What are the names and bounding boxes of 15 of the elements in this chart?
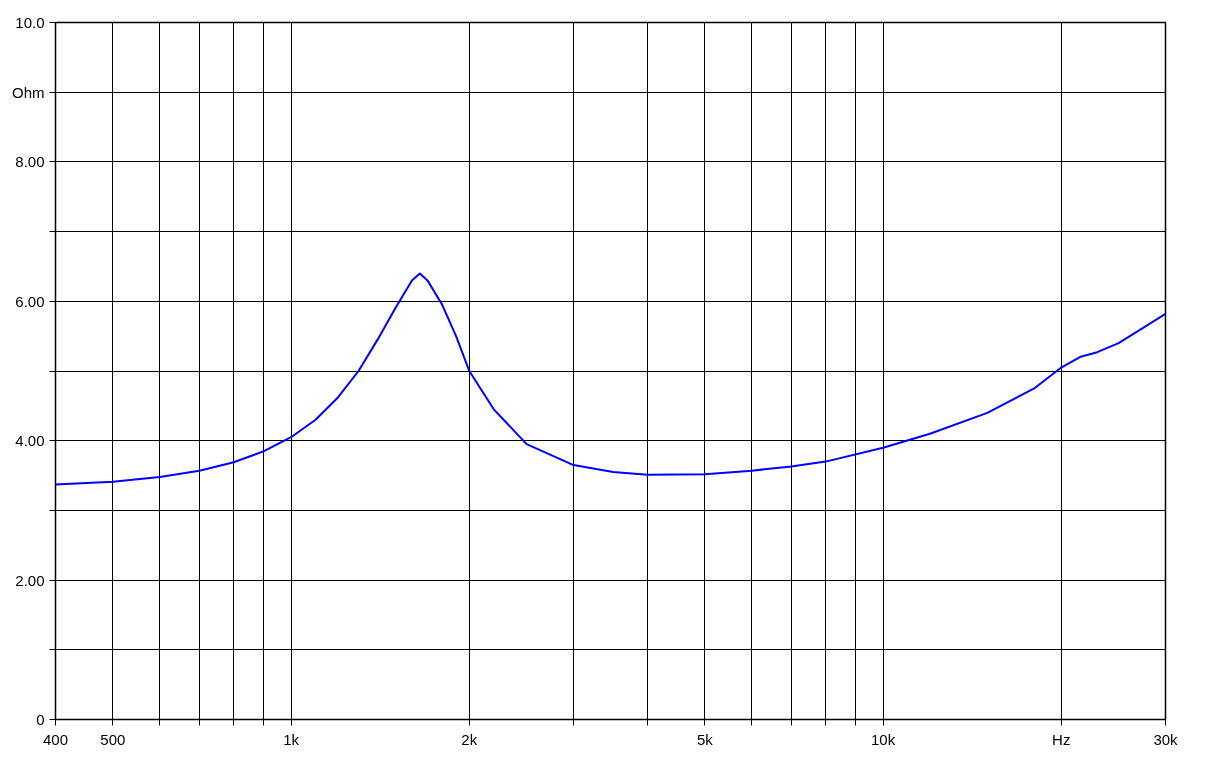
x-tick-label: 500 xyxy=(100,730,126,748)
x-tick-label: 10k xyxy=(870,730,896,748)
x-tick-label: 1k xyxy=(283,730,300,748)
x-tick-label: 30k xyxy=(1153,730,1179,748)
x-tick-label: 5k xyxy=(696,730,714,748)
y-tick-label: 10.0 xyxy=(15,14,45,31)
x-tick-label: 2k xyxy=(461,730,478,748)
y-tick-label: 8.00 xyxy=(15,153,45,171)
y-tick-label: 2.00 xyxy=(15,571,45,589)
y-tick-label: 4.00 xyxy=(15,432,45,450)
y-tick-label: 6.00 xyxy=(15,292,45,310)
y-tick-label: 0 xyxy=(36,711,45,728)
x-tick-label: Hz xyxy=(1052,730,1071,748)
x-tick-label: 400 xyxy=(42,730,69,748)
y-tick-label: Ohm xyxy=(12,83,45,101)
